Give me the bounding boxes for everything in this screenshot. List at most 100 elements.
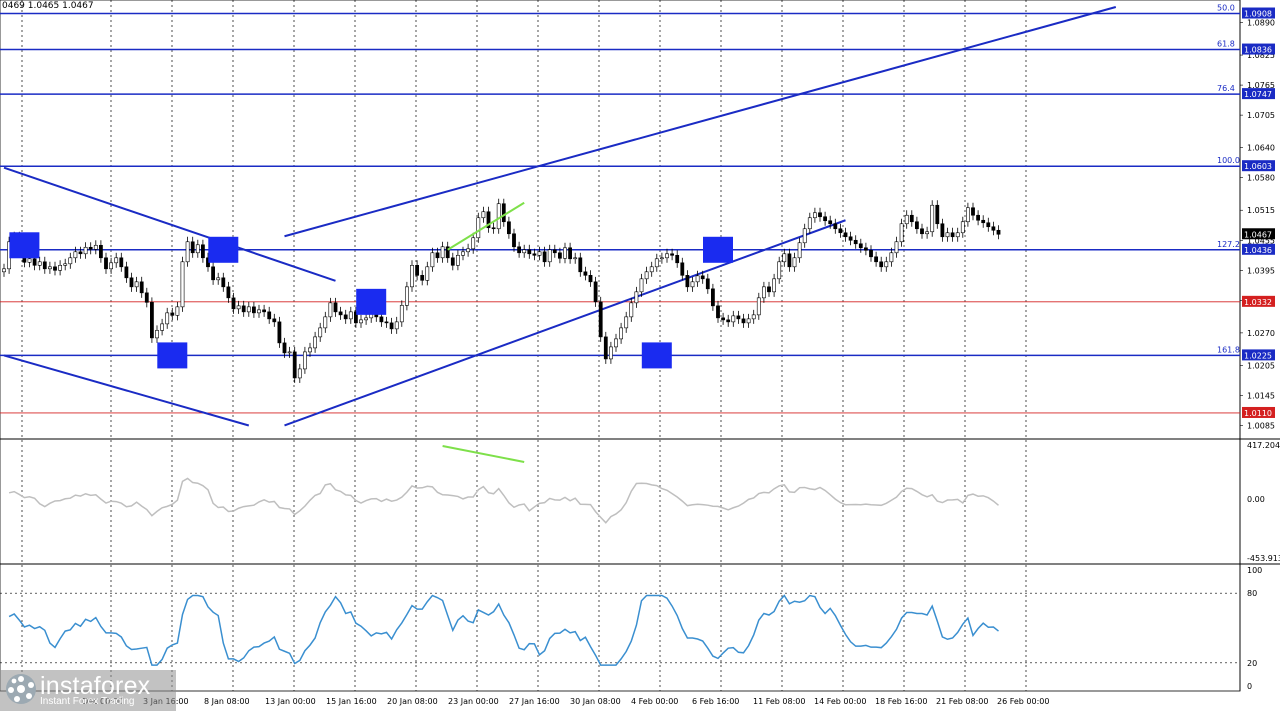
time-tick-label: 15 Jan 16:00	[326, 697, 377, 706]
level-price-label: 1.0603	[1244, 162, 1272, 171]
candle-body	[73, 251, 78, 259]
candle-body	[858, 243, 863, 249]
divergence-line	[442, 445, 525, 463]
fib-level-label: 50.0	[1217, 4, 1235, 13]
candle-body	[425, 266, 430, 281]
fib-level-label: 76.4	[1217, 84, 1235, 93]
candle-body	[532, 253, 537, 256]
candle-body	[353, 311, 358, 324]
candle-body	[731, 315, 736, 323]
level-price-tag	[1242, 43, 1275, 55]
candle-body	[486, 211, 491, 229]
level-price-label: 1.0747	[1244, 90, 1272, 99]
price-tick-label: 1.0395	[1247, 266, 1275, 275]
candle-body	[221, 277, 226, 288]
candle-body	[848, 236, 853, 241]
price-tick-label: 1.0145	[1247, 391, 1275, 400]
candle-body	[476, 217, 481, 239]
candle-body	[246, 306, 251, 313]
candle-body	[333, 302, 338, 313]
candle-body	[440, 246, 445, 259]
candle-body	[986, 222, 991, 228]
cci-tick-label: -453.913	[1247, 554, 1280, 563]
candle-body	[63, 263, 68, 266]
time-tick-label: 21 Feb 08:00	[936, 697, 988, 706]
candle-body	[404, 286, 409, 306]
candle-body	[359, 319, 363, 324]
candle-body	[588, 275, 593, 283]
time-tick-label: 8 Jan 08:00	[204, 697, 250, 706]
candle-body	[114, 257, 119, 264]
candle-body	[506, 221, 511, 235]
candle-body	[573, 257, 578, 260]
candle-body	[282, 342, 287, 354]
candle-body	[399, 305, 404, 323]
candle-body	[792, 257, 797, 268]
candle-body	[150, 302, 154, 339]
candle-body	[787, 253, 792, 268]
candle-body	[940, 223, 945, 238]
price-tick-label: 1.0580	[1247, 174, 1275, 183]
candle-body	[491, 227, 496, 230]
candle-body	[211, 266, 216, 281]
candle-body	[614, 338, 618, 348]
candle-body	[272, 318, 277, 323]
candle-body	[129, 277, 134, 288]
candle-body	[231, 297, 236, 310]
candle-body	[818, 212, 822, 218]
candle-body	[746, 318, 751, 324]
candle-body	[496, 203, 501, 230]
cci-line	[8, 477, 999, 524]
candle-body	[782, 253, 787, 263]
candle-body	[216, 277, 221, 281]
candle-body	[909, 214, 914, 223]
time-tick-label: 30 Jan 08:00	[570, 697, 621, 706]
candle-body	[547, 249, 552, 263]
candle-body	[435, 252, 440, 259]
candle-body	[461, 251, 465, 256]
candle-body	[471, 237, 476, 250]
candle-body	[313, 336, 318, 349]
candle-body	[364, 317, 369, 321]
brand-logo: instaforex Instant Forex Trading	[4, 672, 174, 708]
candle-body	[761, 286, 766, 299]
candle-body	[828, 220, 833, 225]
candle-body	[557, 252, 562, 259]
candle-body	[99, 244, 103, 259]
candle-body	[190, 241, 195, 254]
candle-body	[455, 254, 460, 266]
candle-body	[109, 262, 114, 270]
candle-body	[619, 327, 624, 340]
candle-body	[2, 268, 6, 273]
candle-body	[598, 301, 603, 338]
candle-body	[415, 265, 420, 276]
candle-body	[394, 321, 399, 330]
trend-line	[3, 354, 250, 427]
price-tick-label: 1.0765	[1247, 81, 1275, 90]
fib-level-label: 100.0	[1217, 156, 1240, 165]
candle-body	[721, 317, 726, 321]
candle-body	[338, 311, 343, 316]
candle-body	[756, 297, 761, 316]
candle-body	[267, 311, 272, 320]
candle-body	[869, 249, 873, 258]
pivot-marker	[356, 288, 387, 315]
candle-body	[27, 258, 32, 263]
candle-body	[58, 265, 63, 271]
candle-body	[201, 244, 205, 259]
candle-body	[695, 275, 700, 283]
candle-body	[991, 226, 996, 231]
candle-body	[83, 246, 88, 255]
candle-body	[527, 249, 532, 255]
candle-body	[277, 321, 282, 344]
candle-body	[104, 257, 108, 270]
candle-body	[323, 316, 328, 329]
candle-body	[654, 258, 659, 268]
candle-body	[287, 351, 292, 354]
pivot-marker	[641, 342, 672, 369]
candle-body	[578, 257, 583, 273]
pivot-marker	[703, 236, 733, 263]
candle-body	[716, 305, 720, 319]
candle-body	[68, 257, 73, 265]
